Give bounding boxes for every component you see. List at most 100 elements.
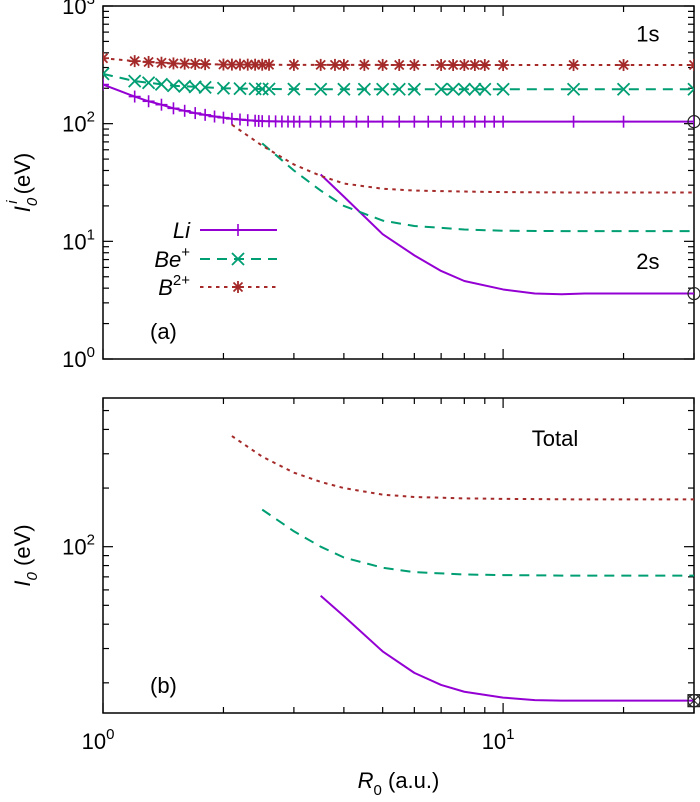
series-line-be: [261, 508, 694, 577]
data-point-be: [496, 82, 510, 96]
y-tick-label-mantissa: 10: [62, 229, 86, 254]
y-axis-label-sub: 0: [24, 571, 41, 580]
x-tick-label-exponent: 0: [106, 726, 114, 743]
data-point-be: [154, 77, 169, 91]
y-tick-label: 102: [62, 532, 95, 560]
y-axis-label-unit: (eV): [10, 153, 35, 201]
data-point-be: [287, 82, 301, 96]
data-point-b: [479, 59, 490, 71]
data-point-b: [103, 53, 109, 60]
data-point-b: [688, 63, 694, 71]
data-point-be: [478, 82, 492, 96]
x-axis-label-sub: 0: [374, 782, 382, 799]
x-tick-label-mantissa: 10: [82, 729, 106, 754]
data-point-b: [409, 59, 420, 71]
data-point-be: [434, 82, 448, 96]
legend-label-sup: +: [181, 244, 190, 261]
data-point-be: [262, 82, 276, 96]
legend-label-li: Li: [173, 218, 191, 243]
y-tick-label-mantissa: 10: [62, 112, 86, 137]
y-axis-label-symbol: I: [10, 580, 35, 586]
end-marker-square: [687, 694, 700, 708]
series-line-be-2s: [261, 142, 694, 233]
y-tick-label-mantissa: 10: [62, 0, 86, 19]
data-point-b: [263, 59, 275, 70]
data-point-b: [447, 59, 459, 71]
data-point-be: [616, 82, 631, 96]
data-point-be: [457, 82, 471, 96]
data-point-b: [179, 58, 190, 69]
data-point-be: [687, 82, 694, 91]
series-line-li: [320, 594, 694, 702]
data-point-be: [103, 67, 110, 76]
series-line-li-2s: [319, 173, 694, 296]
annotation-2s: 2s: [636, 249, 659, 274]
data-point-b: [143, 56, 154, 68]
data-point-b: [618, 59, 629, 71]
y-axis-label-b: I0 (eV): [10, 524, 41, 586]
series-line-b: [231, 435, 694, 501]
data-point-be: [233, 81, 247, 96]
y-tick-label: 102: [62, 109, 95, 137]
data-point-b: [103, 56, 109, 64]
data-point-b: [359, 59, 370, 71]
data-point-b: [129, 55, 140, 67]
end-marker-circle: [687, 286, 700, 301]
data-point-be: [128, 74, 142, 88]
y-tick-label-exponent: 0: [87, 344, 95, 361]
y-axis-label-unit: (eV): [10, 524, 35, 572]
y-tick-label-mantissa: 10: [62, 347, 86, 372]
data-point-b: [459, 59, 470, 71]
legend-label-base: Be: [154, 247, 181, 272]
series-line-b-2s: [231, 123, 694, 194]
panel-label-a: (a): [150, 319, 177, 344]
data-point-b: [497, 59, 509, 71]
data-point-b: [338, 59, 350, 71]
y-axis-label-sup: i: [4, 200, 21, 204]
x-tick-label: 101: [482, 726, 515, 754]
data-point-b: [288, 59, 300, 71]
data-point-b: [315, 59, 326, 71]
data-point-be: [468, 82, 482, 96]
data-point-b: [469, 59, 480, 71]
data-point-b: [688, 59, 694, 67]
y-tick-label: 100: [62, 344, 95, 372]
data-point-b: [435, 59, 447, 71]
legend-marker-be: [231, 252, 245, 266]
data-point-be: [407, 82, 421, 96]
x-axis-label: R0 (a.u.): [358, 768, 440, 799]
y-tick-label-exponent: 1: [87, 226, 95, 243]
data-point-be: [103, 72, 110, 81]
panel-label-b: (b): [150, 673, 177, 698]
data-point-b: [218, 59, 229, 70]
y-tick-label-exponent: 3: [87, 0, 95, 8]
y-tick-label: 101: [62, 226, 95, 254]
data-point-be: [166, 79, 181, 93]
y-tick-label-exponent: 2: [87, 532, 95, 549]
annotation-1s: 1s: [636, 21, 659, 46]
x-axis-label-unit: (a.u.): [382, 768, 439, 793]
data-point-be: [216, 81, 231, 95]
data-point-be: [566, 82, 581, 96]
legend-label-b: B2+: [158, 272, 190, 300]
data-point-b: [168, 58, 179, 69]
series-group-a: [103, 52, 694, 296]
series-line-be-1s: [103, 72, 694, 91]
y-axis-label-sub: 0: [24, 197, 41, 206]
legend-label-base: Li: [173, 218, 191, 243]
legend-label-base: B: [158, 275, 173, 300]
data-point-be: [198, 80, 212, 94]
data-point-be: [687, 88, 694, 96]
x-tick-label-mantissa: 10: [482, 729, 506, 754]
x-tick-label: 100: [82, 726, 115, 754]
y-tick-label-mantissa: 10: [62, 535, 86, 560]
series-group-b: [231, 435, 694, 702]
end-marker-circle: [687, 115, 700, 129]
data-point-be: [392, 82, 406, 96]
data-point-b: [377, 59, 388, 71]
data-point-be: [357, 82, 371, 96]
y-tick-label: 103: [62, 0, 95, 19]
